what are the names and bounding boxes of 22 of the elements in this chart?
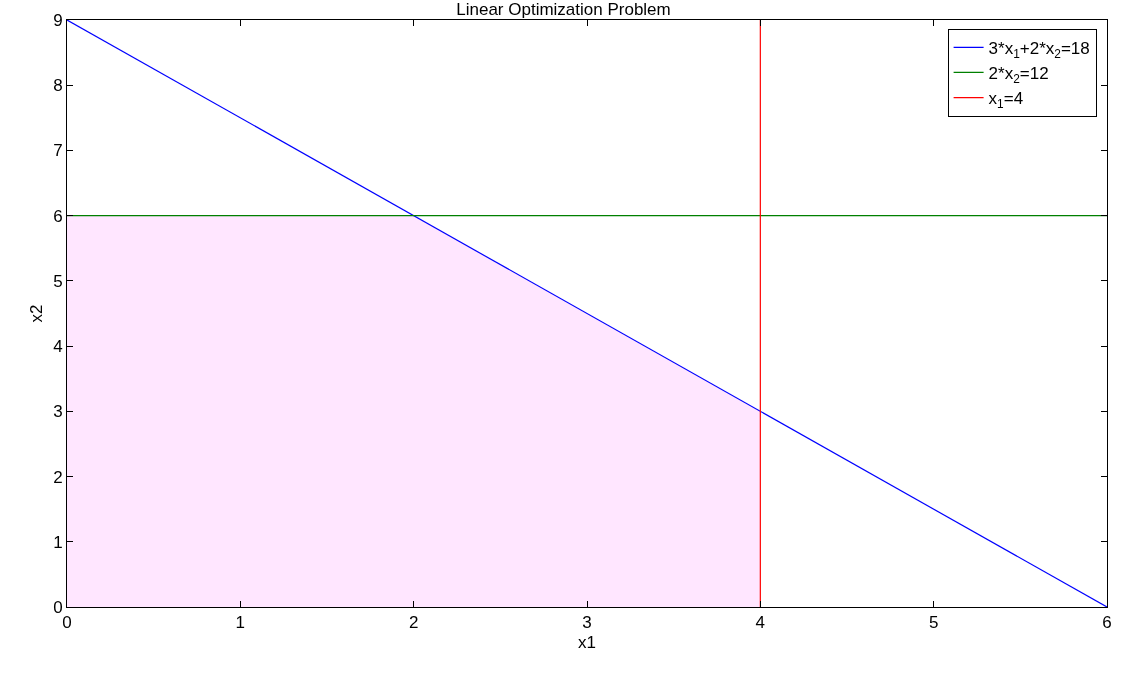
y-tick-label: 3 [53,402,63,422]
y-tick-label: 1 [53,532,63,552]
legend-label: 2*x$_{2}$=12 [988,64,1049,86]
y-tick-label: 7 [53,141,63,161]
x-tick-label: 3 [582,613,592,633]
y-tick-label: 6 [53,206,63,226]
y-tick-label: 2 [53,467,63,487]
x-tick-label: 6 [1102,613,1112,633]
legend-label: 3*x$_{1}$+2*x$_{2}$=18 [988,38,1090,61]
y-axis-title: x2 [26,304,46,323]
x-tick-label: 1 [235,613,246,633]
x-axis-title: x1 [578,632,596,652]
legend-label: x$_{1}$=4 [988,89,1024,111]
chart-title: Linear Optimization Problem [456,0,671,20]
y-tick-label: 9 [53,10,63,30]
y-tick-label: 0 [53,597,63,617]
y-tick-label: 8 [53,76,63,96]
y-tick-label: 4 [53,337,63,357]
x-tick-label: 5 [928,613,939,633]
y-tick-label: 5 [53,271,63,291]
x-tick-label: 4 [755,613,766,633]
x-tick-label: 2 [408,613,419,633]
